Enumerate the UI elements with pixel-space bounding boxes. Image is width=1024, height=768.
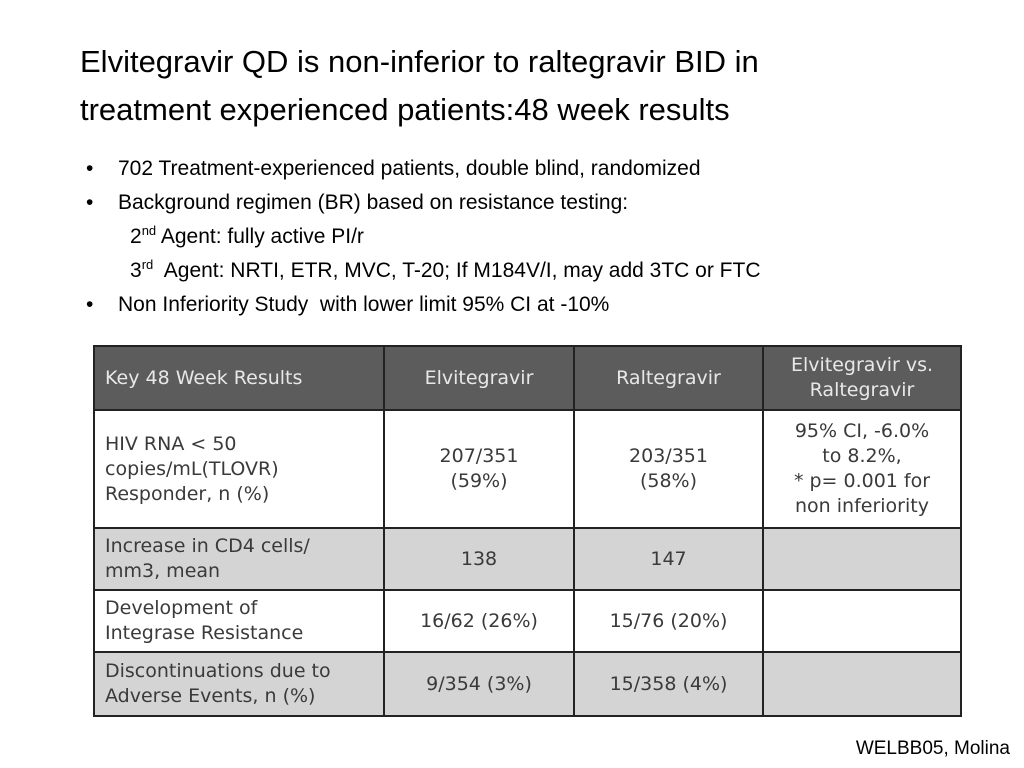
table-cell: 15/76 (20%) xyxy=(573,589,764,653)
bullet-marker: • xyxy=(86,157,94,180)
bullet-text: Background regimen (BR) based on resista… xyxy=(118,191,629,214)
cell-line: * p= 0.001 for xyxy=(793,470,931,492)
cell-line: to 8.2%, xyxy=(822,445,902,467)
table-cell: 203/351 (58%) xyxy=(573,409,764,529)
table-cell: Increase in CD4 cells/ mm3, mean xyxy=(93,527,385,591)
sub-bullet-text: Agent: NRTI, ETR, MVC, T-20; If M184V/I,… xyxy=(153,259,761,282)
bullet-marker: • xyxy=(86,293,94,316)
cell-line: Development of xyxy=(105,597,258,619)
table-cell: Discontinuations due to Adverse Events, … xyxy=(93,651,385,717)
bullet-text: Non Inferiority Study with lower limit 9… xyxy=(118,293,610,316)
cell-line: Adverse Events, n (%) xyxy=(105,685,316,707)
column-header: Raltegravir xyxy=(573,345,764,411)
cell-line: 207/351 xyxy=(439,445,519,467)
cell-line: (58%) xyxy=(639,470,698,492)
cell-line: copies/mL(TLOVR) xyxy=(105,457,279,480)
title-line-1: Elvitegravir QD is non-inferior to ralte… xyxy=(80,44,759,79)
bullet-item: • Non Inferiority Study with lower limit… xyxy=(86,288,986,322)
table-row: Increase in CD4 cells/ mm3, mean 138 147 xyxy=(93,527,962,591)
cell-line: mm3, mean xyxy=(105,560,221,582)
cell-line: Integrase Resistance xyxy=(105,622,304,644)
table-cell: 207/351 (59%) xyxy=(383,409,575,529)
slide-title: Elvitegravir QD is non-inferior to ralte… xyxy=(80,38,980,134)
column-header: Elvitegravir xyxy=(383,345,575,411)
bullet-marker: • xyxy=(86,191,94,214)
cell-line: (59%) xyxy=(450,470,508,492)
bullet-list: • 702 Treatment-experienced patients, do… xyxy=(86,152,986,322)
ordinal-number: 2 xyxy=(130,225,142,248)
sub-bullet-item: 2nd Agent: fully active PI/r xyxy=(86,220,986,254)
table-cell: 147 xyxy=(573,527,764,591)
cell-line: Discontinuations due to xyxy=(105,660,331,682)
ordinal-suffix: rd xyxy=(141,257,154,272)
results-table-container: Key 48 Week Results Elvitegravir Raltegr… xyxy=(93,345,962,717)
cell-line: 95% CI, -6.0% xyxy=(794,420,930,442)
table-cell: Development of Integrase Resistance xyxy=(93,589,385,653)
cell-line: Increase in CD4 cells/ xyxy=(105,535,310,557)
ordinal-suffix: nd xyxy=(141,223,157,238)
header-line: Raltegravir xyxy=(809,379,915,401)
source-citation: WELBB05, Molina xyxy=(855,738,1010,759)
table-cell: 138 xyxy=(383,527,575,591)
column-header: Elvitegravir vs. Raltegravir xyxy=(762,345,962,411)
table-cell: 15/358 (4%) xyxy=(573,651,764,717)
sub-bullet-text: Agent: fully active PI/r xyxy=(156,225,364,248)
ordinal-number: 3 xyxy=(130,259,142,282)
table-cell xyxy=(762,527,962,591)
table-cell: 9/354 (3%) xyxy=(383,651,575,717)
table-cell: HIV RNA < 50 copies/mL(TLOVR) Responder,… xyxy=(93,409,385,529)
results-table: Key 48 Week Results Elvitegravir Raltegr… xyxy=(93,345,962,717)
column-header: Key 48 Week Results xyxy=(93,345,385,411)
table-cell: 95% CI, -6.0% to 8.2%, * p= 0.001 for no… xyxy=(762,409,962,529)
table-row: Development of Integrase Resistance 16/6… xyxy=(93,589,962,653)
table-cell xyxy=(762,651,962,717)
sub-bullet-item: 3rd Agent: NRTI, ETR, MVC, T-20; If M184… xyxy=(86,254,986,288)
cell-line: non inferiority xyxy=(795,495,929,517)
table-row: HIV RNA < 50 copies/mL(TLOVR) Responder,… xyxy=(93,409,962,529)
header-line: Elvitegravir vs. xyxy=(790,354,934,376)
bullet-item: • 702 Treatment-experienced patients, do… xyxy=(86,152,986,186)
table-cell: 16/62 (26%) xyxy=(383,589,575,653)
cell-line: 203/351 xyxy=(629,445,708,467)
bullet-text: 702 Treatment-experienced patients, doub… xyxy=(118,157,701,180)
table-header-row: Key 48 Week Results Elvitegravir Raltegr… xyxy=(93,345,962,411)
table-row: Discontinuations due to Adverse Events, … xyxy=(93,651,962,717)
bullet-item: • Background regimen (BR) based on resis… xyxy=(86,186,986,220)
table-cell xyxy=(762,589,962,653)
cell-line: HIV RNA < 50 xyxy=(105,432,237,455)
title-line-2: treatment experienced patients:48 week r… xyxy=(80,92,730,127)
cell-line: Responder, n (%) xyxy=(105,482,270,505)
